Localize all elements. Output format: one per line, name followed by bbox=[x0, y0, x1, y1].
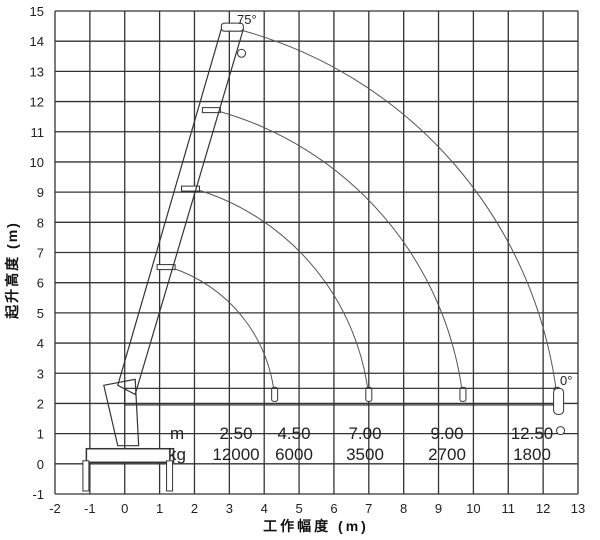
working-arc bbox=[195, 188, 370, 398]
y-tick-label: 13 bbox=[30, 64, 44, 79]
x-tick-label: 12 bbox=[536, 501, 550, 516]
hook-icon bbox=[237, 48, 247, 58]
y-tick-label: 10 bbox=[30, 155, 44, 170]
y-tick-label: 6 bbox=[37, 276, 44, 291]
y-tick-label: 2 bbox=[37, 396, 44, 411]
x-tick-label: 3 bbox=[226, 501, 233, 516]
load-unit: kg bbox=[168, 445, 186, 464]
x-tick-label: 9 bbox=[435, 501, 442, 516]
y-tick-label: 1 bbox=[37, 427, 44, 442]
x-tick-label: 2 bbox=[191, 501, 198, 516]
x-tick-label: 10 bbox=[466, 501, 480, 516]
x-tick-label: 13 bbox=[571, 501, 585, 516]
load-value: 3500 bbox=[346, 445, 384, 464]
crane-column bbox=[103, 378, 140, 447]
raised-boom bbox=[117, 28, 245, 396]
working-range-arcs bbox=[156, 25, 561, 402]
y-tick-label: 4 bbox=[37, 336, 44, 351]
radius-unit: m bbox=[170, 424, 184, 443]
boom-section-end bbox=[459, 386, 467, 402]
hook-icon bbox=[556, 426, 566, 436]
x-axis-label: 工作幅度 (m) bbox=[263, 518, 369, 534]
outrigger-left bbox=[82, 460, 90, 492]
load-table: m kg 2.50 4.50 7.00 9.00 12.50 12000 6000 3500 2… bbox=[168, 424, 553, 464]
x-tick-label: 7 bbox=[365, 501, 372, 516]
x-tick-label: 8 bbox=[400, 501, 407, 516]
y-tick-label: 3 bbox=[37, 366, 44, 381]
boom-section-head bbox=[156, 264, 176, 271]
load-value: 6000 bbox=[275, 445, 313, 464]
working-arc bbox=[216, 110, 464, 398]
working-arc bbox=[170, 267, 276, 398]
radius-value: 2.50 bbox=[219, 424, 252, 443]
boom-head-0 bbox=[553, 387, 565, 415]
y-tick-label: 15 bbox=[30, 4, 44, 19]
y-tick-label: 7 bbox=[37, 246, 44, 261]
horizontal-boom bbox=[124, 387, 556, 406]
load-value: 1800 bbox=[513, 445, 551, 464]
working-arc bbox=[237, 28, 558, 398]
y-tick-label: 8 bbox=[37, 215, 44, 230]
y-tick-label: 12 bbox=[30, 95, 44, 110]
grid bbox=[54, 10, 579, 495]
boom-section-end bbox=[271, 386, 279, 402]
load-value: 12000 bbox=[212, 445, 259, 464]
x-tick-label: 1 bbox=[156, 501, 163, 516]
x-tick-label: 4 bbox=[261, 501, 268, 516]
boom-head-75 bbox=[220, 22, 244, 32]
radius-value: 7.00 bbox=[348, 424, 381, 443]
y-tick-label: 14 bbox=[30, 34, 44, 49]
load-value: 2700 bbox=[428, 445, 466, 464]
x-tick-label: 6 bbox=[330, 501, 337, 516]
x-tick-label: -1 bbox=[84, 501, 96, 516]
boom-section-end bbox=[365, 386, 373, 402]
y-tick-label: 9 bbox=[37, 185, 44, 200]
angle-top-label: 75° bbox=[237, 12, 257, 27]
x-tick-label: -2 bbox=[49, 501, 61, 516]
angle-bottom-label: 0° bbox=[560, 373, 572, 388]
radius-value: 4.50 bbox=[277, 424, 310, 443]
boom-section-head bbox=[180, 185, 200, 192]
x-tick-label: 0 bbox=[121, 501, 128, 516]
y-tick-label: 11 bbox=[31, 125, 45, 140]
outrigger-right bbox=[166, 460, 174, 492]
radius-value: 9.00 bbox=[430, 424, 463, 443]
y-axis-label: 起升高度 (m) bbox=[4, 221, 20, 320]
crane-base bbox=[85, 447, 175, 464]
tick-labels: -2 -1 0 1 2 3 4 5 6 7 8 9 10 11 12 13-10123456789101112… bbox=[30, 4, 586, 516]
boom-section-head bbox=[201, 107, 221, 114]
x-tick-label: 5 bbox=[295, 501, 302, 516]
radius-value: 12.50 bbox=[511, 424, 554, 443]
x-tick-label: 11 bbox=[502, 501, 516, 516]
y-tick-label: 5 bbox=[37, 306, 44, 321]
y-tick-label: 0 bbox=[37, 457, 44, 472]
crane-drawing bbox=[82, 22, 566, 492]
y-tick-label: -1 bbox=[32, 487, 44, 502]
